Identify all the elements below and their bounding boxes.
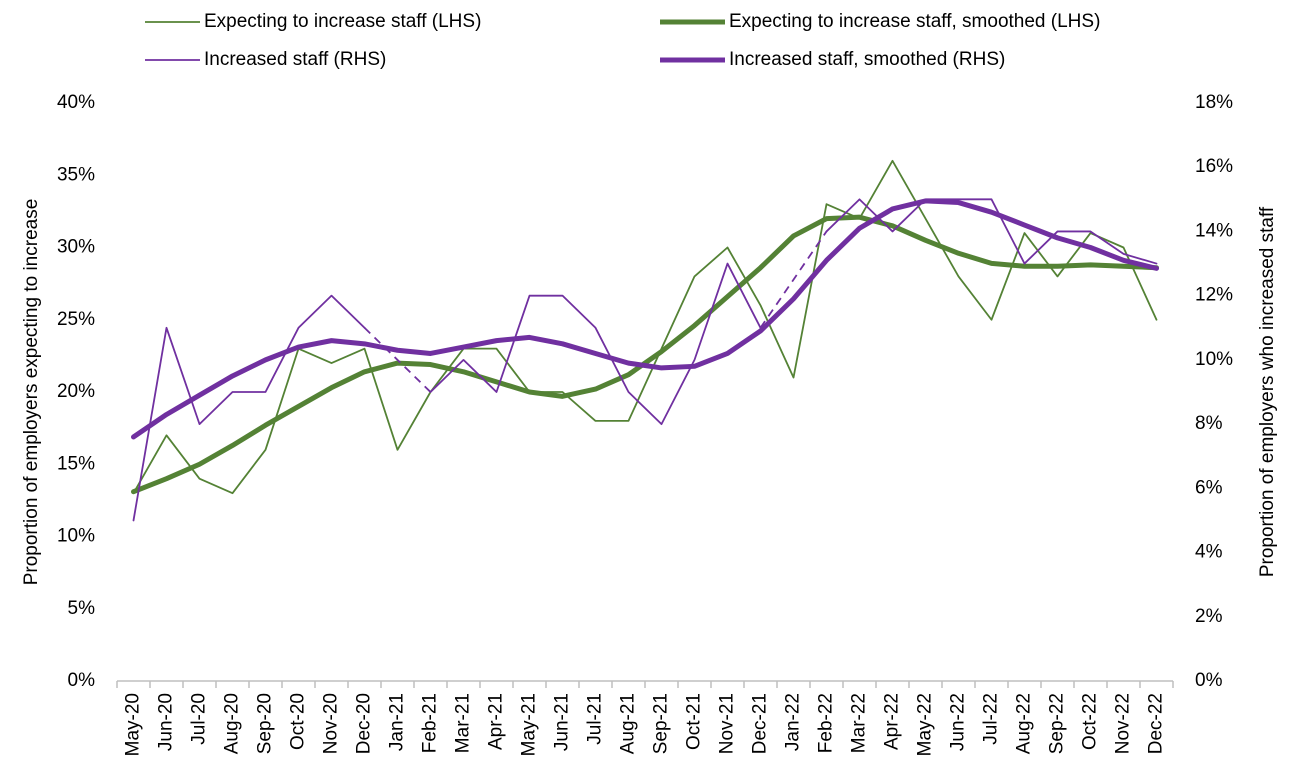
line-series (825, 198, 1158, 265)
gap-bridge (759, 230, 828, 329)
x-tick-label: Jul-22 (981, 693, 1002, 745)
y2-tick-label: 0% (1195, 670, 1223, 691)
x-tick-label: Dec-20 (354, 693, 375, 754)
y-tick-label: 30% (57, 237, 95, 258)
y2-tick-label: 4% (1195, 542, 1223, 563)
x-tick-label: Nov-20 (321, 693, 342, 754)
y-tick-label: 5% (68, 598, 96, 619)
y2-tick-label: 8% (1195, 413, 1223, 434)
x-tick-label: Oct-21 (684, 693, 705, 750)
x-tick-label: Sep-21 (651, 693, 672, 754)
x-tick-label: Sep-20 (255, 693, 276, 754)
x-tick-label: Jul-21 (585, 693, 606, 745)
y-tick-label: 15% (57, 453, 95, 474)
y-tick-label: 25% (57, 309, 95, 330)
y2-tick-label: 10% (1195, 349, 1233, 370)
x-tick-label: Oct-20 (288, 693, 309, 750)
line-series (131, 198, 1159, 440)
x-tick-label: Nov-22 (1113, 693, 1134, 754)
y-tick-label: 40% (57, 92, 95, 113)
x-tick-label: Dec-21 (750, 693, 771, 754)
x-tick-label: Jun-22 (948, 693, 969, 751)
x-tick-label: Jun-21 (552, 693, 573, 751)
line-series (131, 214, 1159, 495)
y2-tick-label: 6% (1195, 477, 1223, 498)
x-tick-label: Apr-22 (882, 693, 903, 750)
x-tick-label: Aug-22 (1014, 693, 1035, 754)
x-tick-label: Mar-22 (849, 693, 870, 753)
y2-tick-label: 16% (1195, 156, 1233, 177)
legend-label: Expecting to increase staff (LHS) (204, 11, 481, 32)
gap-bridge (363, 327, 432, 393)
x-tick-label: May-22 (915, 693, 936, 756)
y2-axis-title: Proportion of employers who increased st… (1257, 206, 1278, 577)
y2-tick-label: 14% (1195, 220, 1233, 241)
line-series (132, 294, 366, 522)
x-tick-label: Aug-20 (222, 693, 243, 754)
x-tick-label: May-20 (123, 693, 144, 756)
y-axis-title: Proportion of employers expecting to inc… (21, 199, 42, 586)
legend-label: Expecting to increase staff, smoothed (L… (729, 11, 1100, 32)
x-tick-label: Jun-20 (156, 693, 177, 751)
x-tick-label: Dec-22 (1146, 693, 1167, 754)
x-tick-label: Jan-22 (783, 693, 804, 751)
x-tick-label: Sep-22 (1047, 693, 1068, 754)
y-tick-label: 35% (57, 164, 95, 185)
legend-label: Increased staff (RHS) (204, 49, 386, 70)
y2-tick-label: 18% (1195, 92, 1233, 113)
x-tick-label: Mar-21 (453, 693, 474, 753)
line-series (132, 159, 1158, 495)
x-tick-label: Feb-22 (816, 693, 837, 753)
legend-label: Increased staff, smoothed (RHS) (729, 49, 1005, 70)
y-tick-label: 0% (68, 670, 96, 691)
x-tick-label: Aug-21 (618, 693, 639, 754)
line-series (429, 262, 762, 426)
x-tick-label: Oct-22 (1080, 693, 1101, 750)
y-tick-label: 20% (57, 381, 95, 402)
x-tick-label: Feb-21 (420, 693, 441, 753)
y2-tick-label: 2% (1195, 606, 1223, 627)
x-tick-label: Jul-20 (189, 693, 210, 745)
x-tick-label: Apr-21 (486, 693, 507, 750)
y-tick-label: 10% (57, 526, 95, 547)
x-tick-label: May-21 (519, 693, 540, 756)
x-tick-label: Nov-21 (717, 693, 738, 754)
y2-tick-label: 12% (1195, 285, 1233, 306)
x-tick-label: Jan-21 (387, 693, 408, 751)
